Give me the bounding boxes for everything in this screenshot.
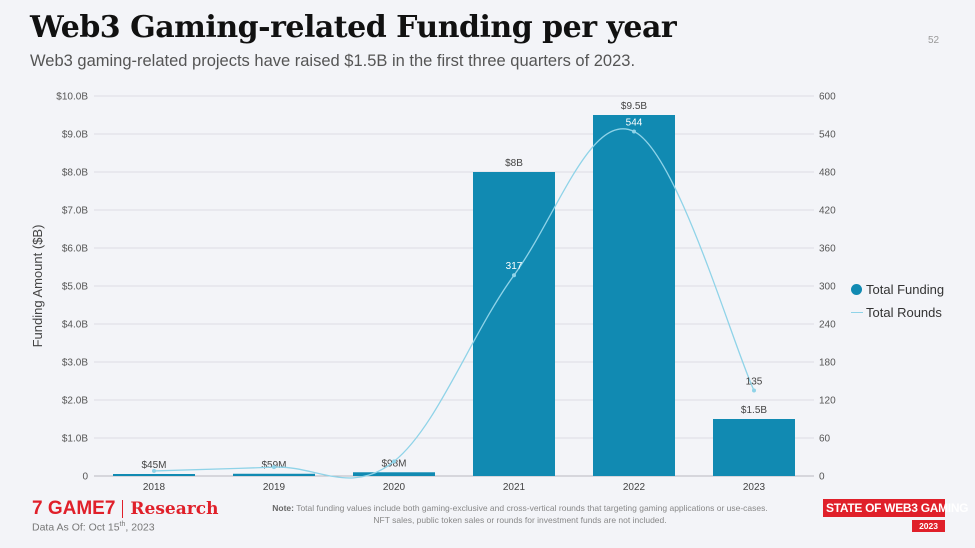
- y-tick-label: $6.0B: [62, 244, 88, 255]
- page-subtitle: Web3 gaming-related projects have raised…: [30, 52, 636, 70]
- rounds-point-2021: [512, 273, 516, 278]
- logo-research: Research: [130, 499, 219, 519]
- y-tick-label: 0: [82, 472, 88, 483]
- y-axis-label: Funding Amount ($B): [30, 225, 45, 348]
- funding-chart: 0 $1.0B $2.0B $3.0B $4.0B $5.0B $6.0B $7.0B $8.0…: [30, 92, 836, 494]
- y-tick-label: $5.0B: [62, 282, 88, 293]
- y2-tick-label: 240: [819, 320, 836, 331]
- legend-line-swatch: [851, 311, 863, 313]
- rounds-point-2023: [752, 388, 756, 393]
- legend-item-total-rounds: Total Rounds: [851, 302, 944, 322]
- y-tick-label: $9.0B: [62, 130, 88, 141]
- bar-label-2018: $45M: [141, 460, 166, 471]
- legend-label-total-rounds: Total Rounds: [866, 304, 942, 320]
- page-title: Web3 Gaming-related Funding per year: [30, 10, 677, 45]
- state-of-web3-gaming-badge: STATE OF WEB3 GAMING 2023: [823, 499, 969, 532]
- legend-label-total-funding: Total Funding: [866, 281, 945, 297]
- note-label: Note:: [272, 503, 294, 513]
- y2-tick-label: 360: [819, 244, 836, 255]
- bar-2021: [473, 172, 555, 476]
- x-tick-label: 2020: [383, 482, 406, 493]
- x-tick-label: 2021: [503, 482, 526, 493]
- rounds-point-2020: [392, 459, 396, 464]
- bar-label-2022: $9.5B: [621, 101, 647, 112]
- data-as-of: Data As Of: Oct 15th, 2023: [32, 521, 155, 534]
- y2-tick-label: 120: [819, 396, 836, 407]
- rounds-point-2022: [632, 129, 636, 134]
- rounds-label-2021: 317: [506, 261, 523, 272]
- bar-label-2023: $1.5B: [741, 405, 767, 416]
- y-tick-label: $7.0B: [62, 206, 88, 217]
- game7-logo: 7 GAME7 Research: [32, 498, 218, 520]
- x-tick-label: 2018: [143, 482, 166, 493]
- chart-note: Note: Total funding values include both …: [240, 502, 800, 526]
- y2-tick-label: 180: [819, 358, 836, 369]
- logo-divider: [122, 500, 124, 518]
- bar-2023: [713, 419, 795, 476]
- bar-label-2021: $8B: [505, 158, 523, 169]
- bar-2020: [353, 472, 435, 476]
- chart-legend: Total Funding Total Rounds: [851, 279, 944, 325]
- y-tick-label: $8.0B: [62, 168, 88, 179]
- bar-2022: [593, 115, 675, 476]
- note-text: Total funding values include both gaming…: [296, 503, 768, 513]
- rounds-point-2018: [152, 468, 156, 473]
- y2-tick-label: 420: [819, 206, 836, 217]
- y2-tick-label: 480: [819, 168, 836, 179]
- badge-text: STATE OF WEB3 GAMING: [823, 499, 969, 517]
- x-tick-label: 2019: [263, 482, 286, 493]
- x-tick-label: 2023: [743, 482, 766, 493]
- y2-tick-label: 0: [819, 472, 825, 483]
- y-tick-label: $10.0B: [56, 92, 88, 103]
- badge-year: 2023: [912, 520, 945, 532]
- page-number: 52: [928, 35, 940, 46]
- y-tick-label: $1.0B: [62, 434, 88, 445]
- legend-item-total-funding: Total Funding: [851, 279, 944, 299]
- bar-label-2020: $98M: [381, 458, 406, 469]
- y2-tick-label: 540: [819, 130, 836, 141]
- y2-tick-label: 300: [819, 282, 836, 293]
- y-tick-label: $2.0B: [62, 396, 88, 407]
- y2-tick-label: 600: [819, 92, 836, 103]
- bar-2019: [233, 473, 315, 476]
- y2-tick-label: 60: [819, 434, 831, 445]
- x-tick-label: 2022: [623, 482, 646, 493]
- logo-mark: 7 GAME7: [32, 498, 116, 519]
- note-text-2: NFT sales, public token sales or rounds …: [373, 515, 667, 525]
- rounds-label-2022: 544: [626, 117, 643, 128]
- rounds-label-2023: 135: [746, 377, 763, 388]
- legend-bar-swatch: [851, 283, 862, 295]
- y-tick-label: $4.0B: [62, 320, 88, 331]
- rounds-point-2019: [272, 465, 276, 470]
- y-tick-label: $3.0B: [62, 358, 88, 369]
- bar-2018: [113, 474, 195, 476]
